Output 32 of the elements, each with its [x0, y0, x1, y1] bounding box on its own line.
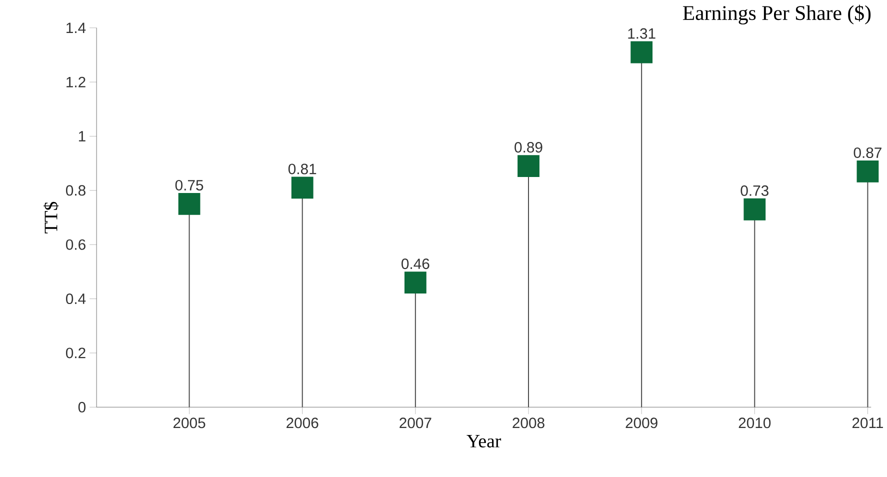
y-tick-label: 0.2 [66, 348, 86, 358]
point [518, 155, 540, 178]
y-axis-title: TT$ [44, 202, 59, 234]
data-label: 0.87 [854, 148, 882, 158]
y-tick-label: 1 [78, 131, 86, 142]
y-tick-label: 0 [78, 402, 86, 412]
x-tick-label: 2007 [400, 418, 432, 428]
chart-title: Earnings Per Share ($) [682, 4, 871, 24]
y-tick-label: 1.2 [66, 76, 86, 88]
data-label: 0.89 [514, 142, 542, 153]
point [291, 176, 314, 199]
point [404, 272, 426, 294]
y-tick-label: 1.4 [66, 22, 86, 34]
point [178, 193, 200, 215]
x-tick-label: 2005 [173, 418, 206, 428]
x-tick-label: 2009 [626, 418, 658, 428]
data-label: 0.73 [740, 185, 768, 196]
point [856, 160, 879, 182]
x-tick-label: 2006 [286, 418, 318, 428]
point [630, 41, 653, 64]
data-label: 0.46 [402, 258, 430, 270]
y-tick-label: 0.6 [66, 239, 86, 250]
data-label: 0.75 [175, 180, 204, 191]
y-tick-label: 0.8 [66, 185, 86, 196]
x-tick-label: 2010 [738, 418, 771, 428]
data-label: 1.31 [628, 28, 656, 39]
y-tick-label: 0.4 [66, 294, 86, 304]
x-axis-title: Year [466, 435, 502, 448]
x-tick-label: 2008 [512, 418, 544, 428]
x-tick-label: 2011 [852, 418, 883, 428]
point [744, 198, 766, 220]
data-label: 0.81 [288, 164, 316, 174]
